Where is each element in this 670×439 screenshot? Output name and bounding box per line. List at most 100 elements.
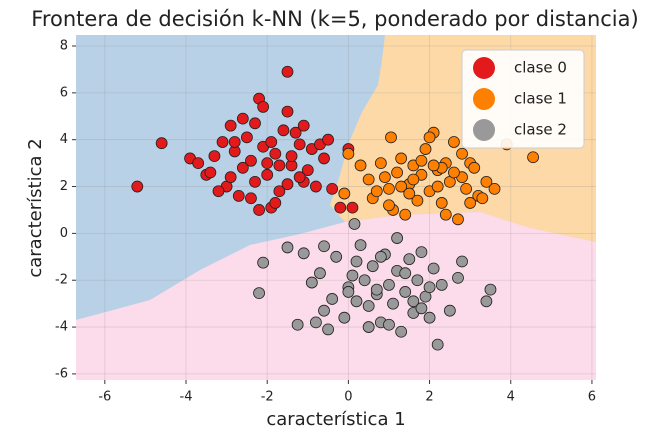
point	[435, 279, 448, 291]
point	[228, 136, 241, 148]
point	[253, 204, 265, 216]
point	[488, 182, 501, 195]
point	[338, 187, 351, 200]
point	[443, 304, 456, 317]
point	[285, 150, 298, 162]
point	[407, 173, 420, 186]
point	[293, 171, 306, 184]
point	[269, 197, 282, 209]
y-tick-label: -2	[55, 273, 68, 288]
point	[527, 151, 539, 164]
point	[395, 152, 408, 165]
point	[204, 166, 217, 179]
legend-marker	[473, 88, 495, 110]
point	[301, 164, 314, 177]
point	[399, 208, 412, 221]
point	[407, 295, 420, 308]
point	[460, 182, 473, 195]
point	[350, 295, 363, 308]
y-tick-label: 0	[60, 226, 68, 241]
point	[448, 166, 460, 179]
point	[431, 180, 444, 193]
point	[431, 338, 444, 351]
point	[257, 101, 270, 113]
point	[350, 255, 363, 268]
point	[379, 171, 391, 184]
legend-marker	[473, 57, 495, 79]
point	[269, 147, 282, 160]
point	[448, 136, 460, 148]
point	[326, 182, 339, 195]
y-axis-label: característica 2	[25, 138, 46, 277]
point	[391, 232, 403, 244]
point	[322, 133, 334, 146]
point	[362, 321, 375, 333]
point	[236, 112, 249, 125]
point	[395, 325, 408, 338]
point	[155, 137, 168, 150]
legend-label: clase 0	[514, 59, 567, 77]
point	[277, 124, 290, 137]
point	[383, 182, 395, 195]
point	[354, 159, 367, 172]
point	[456, 147, 468, 160]
point	[281, 178, 294, 191]
point	[383, 199, 395, 212]
point	[411, 194, 424, 207]
points	[131, 65, 539, 351]
y-tick-label: 4	[60, 132, 68, 147]
point	[468, 161, 481, 174]
point	[354, 239, 367, 251]
point	[131, 180, 144, 193]
point	[370, 185, 383, 198]
x-tick-label: 0	[344, 390, 352, 405]
point	[362, 300, 375, 312]
point	[249, 175, 261, 188]
y-tick-label: 8	[60, 39, 68, 54]
point	[435, 197, 448, 209]
x-tick-label: -2	[261, 390, 274, 405]
point	[322, 323, 334, 336]
point	[423, 131, 436, 144]
point	[232, 190, 245, 202]
point	[395, 180, 408, 193]
point	[484, 283, 497, 296]
point	[281, 241, 294, 254]
point	[427, 159, 440, 172]
point	[358, 274, 371, 287]
point	[326, 293, 339, 305]
point	[411, 274, 424, 287]
point	[385, 131, 397, 144]
legend: clase 0 clase 1 clase 2	[461, 49, 585, 149]
point	[348, 218, 361, 230]
point	[423, 311, 436, 324]
y-tick-label: 2	[60, 179, 68, 194]
point	[310, 316, 322, 329]
point	[346, 201, 359, 214]
point	[427, 262, 440, 275]
point	[297, 247, 310, 260]
point	[452, 213, 464, 226]
point	[342, 286, 355, 298]
point	[224, 171, 237, 184]
point	[419, 143, 432, 155]
legend-marker	[473, 119, 495, 141]
point	[261, 157, 274, 170]
point	[236, 161, 249, 174]
point	[374, 157, 387, 170]
point	[480, 295, 493, 308]
point	[403, 253, 416, 266]
point	[318, 240, 330, 253]
point	[374, 250, 387, 263]
point	[281, 65, 294, 78]
point	[476, 192, 489, 205]
point	[249, 117, 261, 130]
point	[265, 136, 278, 148]
point	[330, 250, 343, 263]
point	[289, 126, 302, 139]
point	[415, 246, 428, 259]
point	[273, 159, 286, 172]
point	[297, 119, 310, 132]
point	[273, 185, 286, 198]
